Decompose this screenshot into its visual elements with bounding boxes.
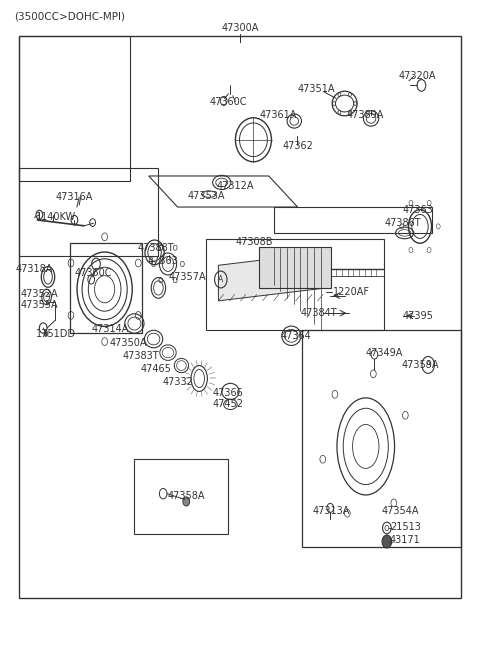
Text: A: A	[218, 275, 223, 284]
Text: 47320A: 47320A	[399, 71, 436, 82]
Text: 47363: 47363	[148, 256, 179, 266]
Circle shape	[183, 497, 190, 506]
Text: 47308B: 47308B	[236, 237, 273, 247]
Text: 47384T: 47384T	[301, 308, 337, 318]
Text: 47359A: 47359A	[401, 360, 439, 370]
Text: 47300A: 47300A	[221, 23, 259, 34]
Bar	[19, 36, 461, 598]
Text: 47357A: 47357A	[168, 272, 206, 282]
Text: 47366: 47366	[213, 388, 243, 398]
Text: 47388T: 47388T	[138, 243, 174, 253]
Circle shape	[382, 535, 392, 548]
Text: 47312A: 47312A	[216, 181, 254, 191]
Bar	[206, 239, 384, 330]
Text: 47314A: 47314A	[92, 324, 129, 334]
Bar	[302, 330, 461, 547]
Text: 47316A: 47316A	[56, 192, 93, 203]
Bar	[134, 459, 228, 534]
Polygon shape	[259, 247, 331, 288]
Text: (3500CC>DOHC-MPI): (3500CC>DOHC-MPI)	[14, 12, 125, 22]
Text: 47358A: 47358A	[168, 490, 205, 501]
Text: 47364: 47364	[281, 331, 312, 342]
Text: 43171: 43171	[390, 535, 420, 545]
Text: 1220AF: 1220AF	[333, 287, 370, 298]
Bar	[70, 243, 142, 333]
Text: 47313A: 47313A	[312, 506, 350, 516]
Text: A: A	[426, 360, 431, 369]
Text: 47353A: 47353A	[188, 191, 225, 201]
Text: 47352A: 47352A	[21, 289, 58, 299]
Text: 47465: 47465	[141, 364, 171, 374]
Text: 47389A: 47389A	[346, 110, 384, 120]
Text: 21513: 21513	[390, 521, 420, 532]
Polygon shape	[218, 252, 326, 301]
Text: 1140KW: 1140KW	[36, 212, 76, 223]
Text: 47363: 47363	[402, 204, 433, 215]
Text: 47386T: 47386T	[385, 217, 421, 228]
Text: 47383T: 47383T	[122, 351, 159, 362]
Text: 1751DD: 1751DD	[36, 329, 76, 339]
Bar	[19, 36, 130, 181]
Bar	[19, 168, 158, 256]
Text: 47318A: 47318A	[16, 264, 53, 274]
Text: 47362: 47362	[282, 140, 313, 151]
Text: 47349A: 47349A	[365, 348, 403, 358]
Text: 47354A: 47354A	[382, 506, 420, 516]
Text: 47332: 47332	[162, 377, 193, 387]
Text: 47355A: 47355A	[21, 300, 58, 311]
Circle shape	[44, 331, 48, 336]
Text: 47351A: 47351A	[298, 84, 336, 94]
Text: 47360C: 47360C	[75, 268, 112, 278]
Text: 47452: 47452	[213, 399, 243, 410]
Text: 47360C: 47360C	[209, 96, 247, 107]
Text: 47395: 47395	[402, 311, 433, 321]
Text: 47361A: 47361A	[260, 109, 297, 120]
Text: 47350A: 47350A	[110, 338, 147, 348]
